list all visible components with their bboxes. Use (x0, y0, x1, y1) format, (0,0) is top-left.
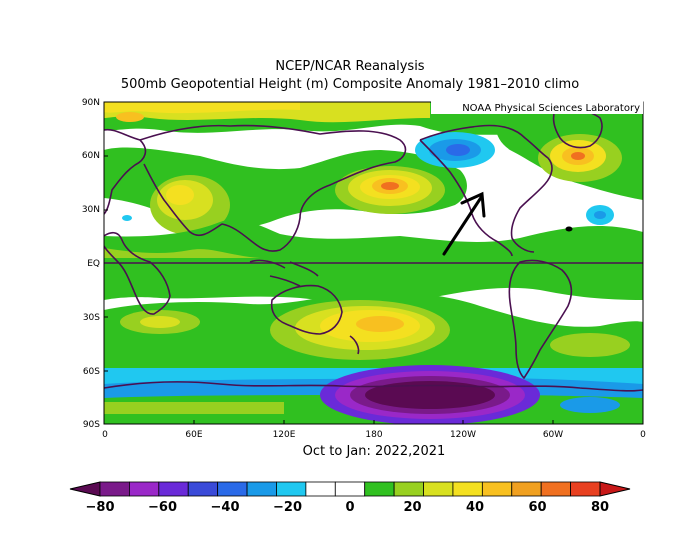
lat-axis: 90N 60N 30N EQ 30S 60S 90S (82, 98, 100, 430)
lon-label: 60E (185, 430, 202, 440)
lon-label: 60W (543, 430, 563, 440)
lon-label: 180 (365, 430, 382, 440)
colorbar-label: −20 (273, 500, 302, 515)
colorbar-swatch (99, 481, 130, 497)
lat-label: 60N (82, 151, 100, 161)
lat-label: 90S (83, 420, 100, 430)
colorbar-label: 0 (345, 500, 354, 515)
colorbar-swatch (305, 481, 336, 497)
colorbar-swatch (158, 481, 189, 497)
lon-label: 120E (273, 430, 296, 440)
colorbar-swatch (540, 481, 571, 497)
colorbar: −80 −60 −40 −20 0 20 40 60 80 (69, 481, 631, 515)
colorbar-swatch (217, 481, 248, 497)
lat-label: EQ (87, 259, 100, 269)
colorbar-label: −80 (86, 500, 115, 515)
lat-label: 30N (82, 205, 100, 215)
colorbar-swatch (423, 481, 454, 497)
colorbar-swatch (570, 481, 601, 497)
colorbar-swatch (481, 481, 513, 497)
lat-label: 60S (83, 367, 100, 377)
chart-title: NCEP/NCAR Reanalysis (275, 59, 425, 74)
colorbar-label: 40 (466, 500, 484, 515)
annotation-arrow (442, 191, 486, 256)
colorbar-swatch (511, 481, 542, 497)
colorbar-swatch (129, 481, 160, 497)
colorbar-label: −60 (148, 500, 177, 515)
colorbar-arrow-max (599, 481, 631, 497)
colorbar-label: −40 (211, 500, 240, 515)
svg-text:NOAA Physical Sciences Laborat: NOAA Physical Sciences Laboratory (462, 103, 640, 114)
marker-dot (565, 226, 573, 232)
colorbar-swatch (246, 481, 277, 497)
colorbar-swatch (452, 481, 483, 497)
colorbar-label: 80 (591, 500, 609, 515)
colorbar-swatch (187, 481, 219, 497)
lon-label: 120W (450, 430, 476, 440)
colorbar-swatch (276, 481, 307, 497)
lat-label: 90N (82, 98, 100, 108)
colorbar-swatch (364, 481, 395, 497)
watermark: NOAA Physical Sciences Laboratory (431, 101, 643, 114)
lon-label: 0 (102, 430, 108, 440)
colorbar-label: 20 (403, 500, 421, 515)
colorbar-label: 60 (528, 500, 546, 515)
colorbar-swatch (334, 481, 366, 497)
lon-axis: 0 60E 120E 180 120W 60W 0 (102, 430, 646, 440)
colorbar-swatch (393, 481, 424, 497)
colorbar-arrow-min (69, 481, 101, 497)
coastlines (104, 108, 643, 392)
time-range-label: Oct to Jan: 2022,2021 (302, 444, 446, 459)
lon-label: 0 (640, 430, 646, 440)
lat-label: 30S (83, 313, 100, 323)
chart-subtitle: 500mb Geopotential Height (m) Composite … (120, 77, 580, 92)
